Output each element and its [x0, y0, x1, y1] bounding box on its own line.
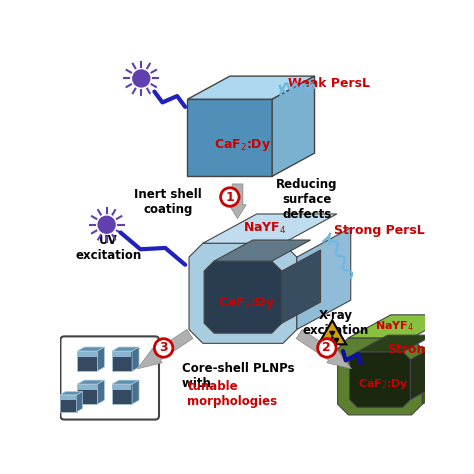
Polygon shape	[97, 347, 104, 371]
Text: Core-shell PLNPs
with: Core-shell PLNPs with	[182, 363, 295, 391]
Text: CaF$_2$:Dy: CaF$_2$:Dy	[214, 137, 271, 154]
Polygon shape	[282, 250, 320, 323]
Text: tunable
morphologies: tunable morphologies	[188, 380, 278, 408]
Polygon shape	[77, 384, 97, 404]
Polygon shape	[296, 329, 352, 369]
Polygon shape	[97, 380, 104, 404]
Polygon shape	[214, 240, 310, 261]
Text: 2: 2	[322, 341, 331, 355]
Text: CaF$_2$:Dy: CaF$_2$:Dy	[357, 377, 409, 391]
Polygon shape	[132, 380, 139, 404]
Text: NaYF$_4$: NaYF$_4$	[375, 319, 414, 333]
Text: X-ray
excitation: X-ray excitation	[303, 309, 369, 337]
Polygon shape	[422, 326, 465, 404]
Polygon shape	[229, 184, 246, 219]
Text: Inert shell
coating: Inert shell coating	[134, 188, 202, 216]
Polygon shape	[188, 99, 272, 176]
Polygon shape	[78, 385, 97, 390]
Polygon shape	[112, 384, 132, 404]
Polygon shape	[204, 261, 282, 333]
Polygon shape	[132, 347, 139, 371]
Polygon shape	[112, 351, 132, 371]
Polygon shape	[137, 329, 193, 369]
Polygon shape	[319, 320, 346, 344]
Circle shape	[220, 188, 239, 206]
Text: Reducing
surface
defects: Reducing surface defects	[276, 178, 337, 221]
Polygon shape	[349, 352, 410, 407]
Polygon shape	[297, 228, 351, 329]
Text: 3: 3	[159, 341, 168, 355]
Polygon shape	[325, 337, 331, 344]
Text: Weak PersL: Weak PersL	[288, 77, 370, 91]
Polygon shape	[410, 343, 441, 400]
Polygon shape	[77, 392, 82, 412]
Text: UV
excitation: UV excitation	[75, 234, 141, 262]
Text: Strong PersL: Strong PersL	[334, 224, 425, 237]
Polygon shape	[329, 331, 336, 336]
Polygon shape	[348, 315, 454, 338]
Polygon shape	[113, 352, 131, 356]
Polygon shape	[189, 243, 297, 343]
Polygon shape	[60, 392, 82, 395]
Circle shape	[331, 336, 334, 339]
Polygon shape	[113, 385, 131, 390]
Circle shape	[155, 339, 173, 357]
Polygon shape	[337, 338, 422, 415]
Polygon shape	[112, 347, 139, 351]
Polygon shape	[77, 351, 97, 371]
Polygon shape	[272, 76, 315, 176]
Polygon shape	[78, 352, 97, 356]
Polygon shape	[61, 396, 76, 400]
Polygon shape	[112, 380, 139, 384]
Circle shape	[318, 339, 336, 357]
Text: NaYF$_4$: NaYF$_4$	[243, 221, 286, 236]
Polygon shape	[333, 337, 339, 344]
Circle shape	[133, 70, 150, 87]
Polygon shape	[203, 214, 337, 243]
Polygon shape	[77, 347, 104, 351]
Polygon shape	[77, 380, 104, 384]
Text: CaF$_2$:Dy: CaF$_2$:Dy	[219, 294, 275, 310]
Polygon shape	[188, 76, 315, 99]
Text: Stron: Stron	[387, 343, 425, 356]
Text: 1: 1	[226, 191, 234, 203]
FancyBboxPatch shape	[61, 337, 159, 419]
Polygon shape	[60, 395, 77, 412]
Polygon shape	[357, 335, 433, 352]
Circle shape	[98, 216, 115, 233]
